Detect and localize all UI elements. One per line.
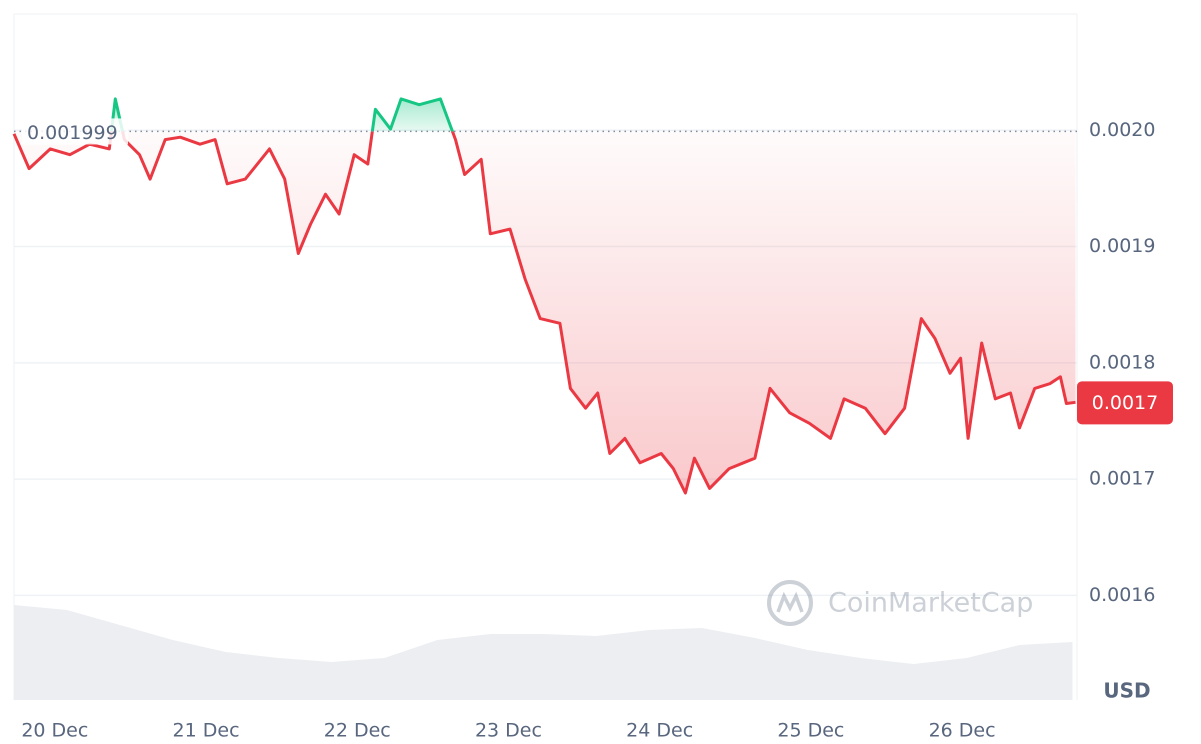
x-tick-label: 20 Dec (21, 720, 88, 742)
last-price-badge (1077, 381, 1173, 425)
last-price-label: 0.0017 (1092, 392, 1158, 414)
watermark-text: CoinMarketCap (828, 588, 1033, 619)
x-tick-label: 26 Dec (929, 720, 996, 742)
reference-label: 0.001999 (27, 122, 118, 144)
x-tick-label: 24 Dec (626, 720, 693, 742)
x-tick-label: 25 Dec (777, 720, 844, 742)
y-tick-label: 0.0016 (1089, 584, 1155, 606)
y-tick-label: 0.0020 (1089, 119, 1155, 141)
price-line-down (12, 131, 1076, 495)
area-below (14, 131, 1076, 493)
x-tick-label: 23 Dec (475, 720, 542, 742)
reference-label-bg (22, 118, 128, 145)
x-tick-label: 21 Dec (173, 720, 240, 742)
currency-label: USD (1103, 679, 1150, 703)
y-tick-label: 0.0018 (1089, 351, 1155, 373)
area-above (111, 98, 453, 132)
watermark: CoinMarketCap (767, 580, 1033, 626)
volume-area (14, 605, 1073, 700)
x-tick-label: 22 Dec (324, 720, 391, 742)
y-tick-label: 0.0017 (1089, 468, 1155, 490)
y-tick-label: 0.0019 (1089, 235, 1155, 257)
